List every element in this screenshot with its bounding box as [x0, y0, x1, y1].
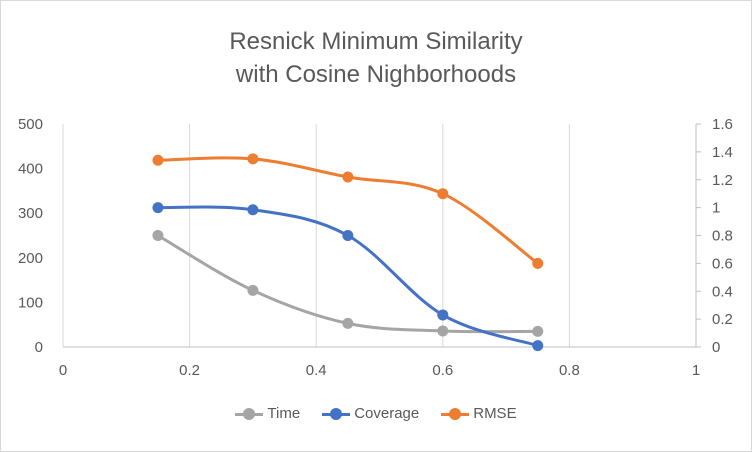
chart-title: Resnick Minimum Similarity with Cosine N…	[1, 25, 751, 91]
y-right-tick-label-0: 0	[712, 339, 720, 356]
y-right-tick-label-6: 1.2	[712, 172, 733, 189]
x-tick-label-2: 0.4	[306, 362, 327, 379]
x-tick-label-4: 0.8	[559, 362, 580, 379]
legend-item-rmse: RMSE	[441, 405, 517, 422]
y-left-tick-label-0: 0	[35, 339, 43, 356]
data-point-coverage-4	[532, 340, 544, 352]
x-tick-label-1: 0.2	[179, 362, 200, 379]
data-point-coverage-2	[342, 230, 354, 241]
y-left-tick-label-1: 100	[18, 294, 43, 311]
y-right-tick-label-1: 0.2	[712, 311, 733, 328]
legend-label-time: Time	[267, 405, 301, 422]
x-tick-label-5: 1	[692, 362, 700, 379]
y-right-tick-label-8: 1.6	[712, 116, 733, 133]
y-left-tick-label-4: 400	[18, 161, 43, 178]
x-tick-label-3: 0.6	[432, 362, 453, 379]
legend-label-coverage: Coverage	[354, 405, 420, 422]
data-point-time-4	[532, 325, 544, 337]
legend-marker-rmse	[441, 407, 470, 421]
y-right-tick-label-2: 0.4	[712, 283, 733, 300]
data-point-rmse-2	[342, 171, 354, 183]
y-right-tick-label-7: 1.4	[712, 144, 733, 161]
data-point-rmse-0	[152, 154, 164, 166]
data-point-rmse-3	[437, 188, 449, 200]
data-point-coverage-1	[247, 204, 259, 216]
data-point-time-3	[437, 325, 449, 337]
data-point-time-2	[342, 317, 354, 329]
data-point-time-1	[247, 284, 259, 296]
y-right-tick-label-5: 1	[712, 200, 720, 217]
chart-title-line-2: with Cosine Nighborhoods	[235, 61, 517, 88]
data-point-rmse-1	[247, 153, 259, 165]
series-line-time	[156, 234, 540, 334]
y-left-tick-label-5: 500	[18, 116, 43, 133]
y-left-tick-label-2: 200	[18, 250, 43, 267]
chart-title-line-1: Resnick Minimum Similarity	[229, 28, 523, 55]
legend-marker-time	[235, 407, 264, 421]
data-point-rmse-4	[532, 257, 544, 269]
legend: Time Coverage RMSE	[1, 405, 751, 422]
legend-item-coverage: Coverage	[322, 405, 419, 422]
data-point-coverage-0	[152, 202, 164, 214]
y-right-tick-label-3: 0.6	[712, 255, 733, 272]
y-right-tick-label-4: 0.8	[712, 228, 733, 245]
data-point-time-0	[152, 230, 164, 241]
y-left-tick-label-3: 300	[18, 205, 43, 222]
data-point-coverage-3	[437, 309, 449, 321]
legend-marker-coverage	[322, 407, 351, 421]
legend-item-time: Time	[235, 405, 300, 422]
x-tick-label-0: 0	[59, 362, 67, 379]
legend-label-rmse: RMSE	[473, 405, 517, 422]
